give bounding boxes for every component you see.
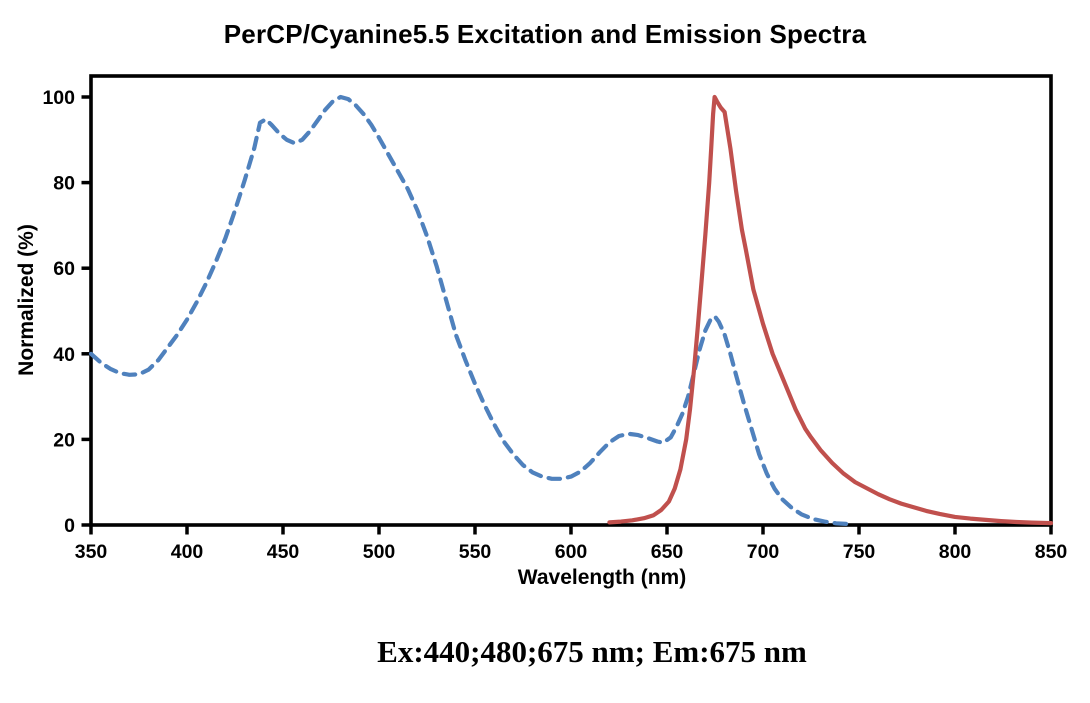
- y-tick-label: 100: [42, 87, 75, 109]
- x-tick-label: 400: [171, 541, 204, 563]
- x-axis-label: Wavelength (nm): [517, 566, 687, 589]
- plot-border: [89, 74, 1053, 527]
- y-tick-label: 0: [64, 515, 75, 537]
- x-tick-label: 700: [747, 541, 780, 563]
- x-tick-label: 500: [363, 541, 396, 563]
- x-tick-label: 650: [651, 541, 684, 563]
- y-tick-label: 80: [53, 173, 75, 195]
- chart-title: PerCP/Cyanine5.5 Excitation and Emission…: [223, 19, 867, 49]
- x-tick-label: 350: [75, 541, 108, 563]
- y-tick-label: 40: [53, 344, 75, 366]
- excitation-curve: [88, 94, 852, 527]
- x-tick-label: 550: [459, 541, 492, 563]
- y-tick-label: 60: [53, 258, 75, 280]
- spectra-caption: Ex:440;480;675 nm; Em:675 nm: [377, 634, 807, 669]
- x-tick-label: 450: [267, 541, 300, 563]
- emission-curve: [607, 94, 1054, 526]
- y-tick-label: 20: [53, 429, 75, 451]
- x-tick-label: 800: [939, 541, 972, 563]
- x-tick-label: 850: [1035, 541, 1068, 563]
- x-tick-label: 600: [555, 541, 588, 563]
- x-tick-label: 750: [843, 541, 876, 563]
